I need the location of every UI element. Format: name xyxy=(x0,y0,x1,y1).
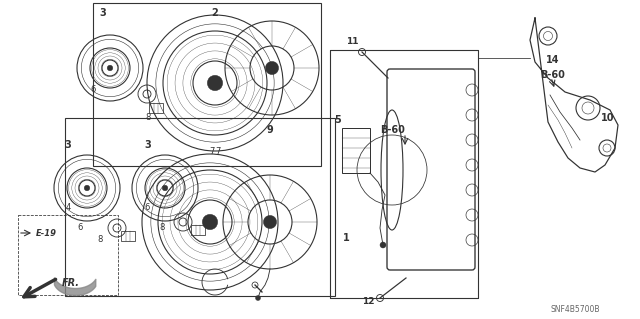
Circle shape xyxy=(202,214,218,230)
Text: 8: 8 xyxy=(159,224,164,233)
Bar xyxy=(18,215,118,295)
Text: 12: 12 xyxy=(362,298,374,307)
Circle shape xyxy=(162,185,168,191)
Bar xyxy=(93,3,321,166)
Circle shape xyxy=(380,242,386,248)
Text: 11: 11 xyxy=(346,38,358,47)
Text: 14: 14 xyxy=(547,55,560,65)
Text: 1: 1 xyxy=(342,233,349,243)
Text: 8: 8 xyxy=(145,114,150,122)
Text: 2: 2 xyxy=(212,8,218,18)
Bar xyxy=(330,50,478,298)
Bar xyxy=(342,128,370,173)
Text: 7: 7 xyxy=(215,147,221,157)
Text: 10: 10 xyxy=(601,113,615,123)
Text: 6: 6 xyxy=(77,224,83,233)
Text: 6: 6 xyxy=(144,204,150,212)
Bar xyxy=(65,118,335,296)
Text: E-19: E-19 xyxy=(36,228,57,238)
Text: FR.: FR. xyxy=(62,278,80,288)
Circle shape xyxy=(264,215,276,229)
Text: 3: 3 xyxy=(65,140,72,150)
Circle shape xyxy=(207,75,223,91)
Text: 9: 9 xyxy=(267,125,273,135)
Circle shape xyxy=(255,295,260,300)
Text: B-60: B-60 xyxy=(540,70,565,80)
Bar xyxy=(191,225,205,235)
Circle shape xyxy=(266,61,278,75)
Text: SNF4B5700B: SNF4B5700B xyxy=(550,306,600,315)
Circle shape xyxy=(84,185,90,191)
Bar xyxy=(121,231,135,241)
Bar xyxy=(149,103,163,113)
Text: 4: 4 xyxy=(65,204,70,212)
Text: 8: 8 xyxy=(97,235,102,244)
Text: 5: 5 xyxy=(335,115,341,125)
Circle shape xyxy=(108,65,113,71)
Text: 3: 3 xyxy=(145,140,152,150)
Text: 7: 7 xyxy=(210,147,215,157)
Text: 3: 3 xyxy=(100,8,106,18)
Text: B-60: B-60 xyxy=(380,125,405,135)
Text: 6: 6 xyxy=(90,85,96,94)
